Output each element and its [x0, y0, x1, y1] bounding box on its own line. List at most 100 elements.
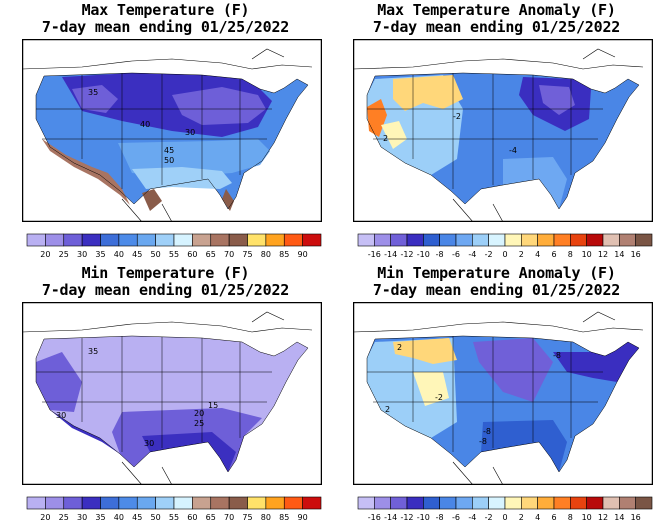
legend-swatch [602, 496, 620, 510]
contour-label: 35 [88, 347, 98, 356]
legend-swatch [472, 496, 489, 510]
legend-tick-label: -8 [436, 250, 444, 259]
contour-label: -2 [453, 112, 461, 121]
legend-swatch [283, 496, 303, 510]
legend-tick-label: 25 [59, 513, 69, 522]
legend-tick-label: 85 [279, 250, 289, 259]
legend-tick-label: 20 [40, 513, 50, 522]
region-hot-florida [222, 189, 234, 211]
legend-tick-label: 75 [242, 250, 252, 259]
legend-swatch [173, 233, 193, 247]
legend-swatch [586, 496, 604, 510]
contour-label: -8 [553, 351, 561, 360]
contour-label: -8 [483, 427, 491, 436]
legend-tick-label: 40 [114, 250, 124, 259]
state-boundary-lines [366, 335, 640, 473]
panel-max-temperature-anomaly: Max Temperature Anomaly (F) 7-day mean e… [331, 0, 662, 263]
contour-label: 2 [383, 134, 388, 143]
legend-swatch [210, 233, 230, 247]
anomaly-map: -2 -4 2 [353, 39, 653, 222]
panel-min-temperature: Min Temperature (F) 7-day mean ending 01… [0, 263, 331, 526]
legend-swatch [265, 496, 285, 510]
legend-swatch [537, 496, 555, 510]
legend-swatch [118, 233, 138, 247]
legend-swatch [302, 496, 322, 510]
contour-label: 40 [140, 120, 150, 129]
legend-swatch [504, 496, 522, 510]
legend-tick-label: 14 [614, 250, 624, 259]
legend-tick-label: -10 [417, 513, 430, 522]
region-warm-south [132, 167, 232, 189]
contour-label: 2 [397, 343, 402, 352]
legend-tick-label: 0 [502, 250, 507, 259]
legend-swatch [247, 496, 267, 510]
contour-label: 30 [185, 128, 195, 137]
legend-tick-label: 55 [169, 513, 179, 522]
color-legend: 20 25 30 35 40 45 50 55 60 65 70 75 80 85 90 [26, 496, 322, 524]
region-coldest-north [172, 87, 266, 125]
legend-tick-label: 30 [77, 250, 87, 259]
state-boundary-lines [35, 72, 309, 210]
legend-tick-label: -2 [485, 250, 493, 259]
legend-tick-label: -6 [452, 250, 460, 259]
legend-swatch [228, 496, 248, 510]
legend-tick-label: 50 [151, 513, 161, 522]
legend-swatch [619, 496, 636, 510]
legend-swatch [455, 233, 473, 247]
region-cold-south [481, 420, 567, 472]
legend-tick-label: -16 [368, 513, 381, 522]
legend-tick-label: 45 [132, 250, 142, 259]
legend-tick-label: 0 [502, 513, 507, 522]
legend-swatch [472, 233, 489, 247]
region-mid-purple [36, 352, 82, 412]
legend-tick-label: 8 [568, 250, 573, 259]
legend-tick-label: 50 [151, 250, 161, 259]
legend-tick-label: 80 [261, 513, 271, 522]
contour-label: 35 [88, 88, 98, 97]
legend-tick-label: 14 [614, 513, 624, 522]
legend-tick-label: 90 [298, 250, 308, 259]
legend-tick-label: -6 [452, 513, 460, 522]
country-outlines [353, 48, 644, 222]
state-boundary-lines [366, 72, 640, 210]
legend-swatch [81, 496, 101, 510]
legend-swatch [390, 496, 408, 510]
legend-tick-label: -16 [368, 250, 381, 259]
legend-tick-label: 35 [95, 513, 105, 522]
state-boundary-lines [35, 335, 309, 473]
legend-tick-label: 2 [519, 250, 524, 259]
panel-title-line2: 7-day mean ending 01/25/2022 [41, 18, 290, 36]
legend-swatch [136, 496, 156, 510]
legend-tick-label: 40 [114, 513, 124, 522]
legend-swatch [423, 496, 440, 510]
region-light-southeast [503, 157, 567, 209]
legend-tick-label: 6 [551, 250, 556, 259]
legend-swatch [619, 233, 636, 247]
legend-tick-label: 85 [279, 513, 289, 522]
legend-swatch [283, 233, 303, 247]
legend-swatch [63, 496, 83, 510]
temperature-map: 35 30 15 20 25 30 [22, 302, 322, 485]
legend-swatch [423, 233, 440, 247]
legend-swatch [504, 233, 522, 247]
region-very-warm-california [367, 99, 387, 137]
legend-swatch [136, 233, 156, 247]
legend-tick-label: 6 [551, 513, 556, 522]
map-frame [22, 302, 322, 485]
legend-tick-label: 55 [169, 250, 179, 259]
legend-tick-label: -12 [400, 513, 413, 522]
legend-swatch [553, 496, 571, 510]
legend-swatch [570, 233, 587, 247]
legend-swatch [26, 496, 46, 510]
map-frame [22, 39, 322, 222]
region-southwest [50, 410, 120, 454]
legend-swatch [357, 496, 375, 510]
region-warm-northwest [393, 338, 457, 364]
legend-swatch [210, 496, 230, 510]
legend-swatch [439, 496, 457, 510]
legend-tick-label: 4 [535, 513, 540, 522]
legend-tick-label: 60 [187, 513, 197, 522]
contour-label: -8 [479, 437, 487, 446]
color-legend: -16 -14 -12 -10 -8 -6 -4 -2 0 2 4 6 8 10 12 14 16 [357, 233, 653, 261]
legend-swatch [155, 496, 175, 510]
